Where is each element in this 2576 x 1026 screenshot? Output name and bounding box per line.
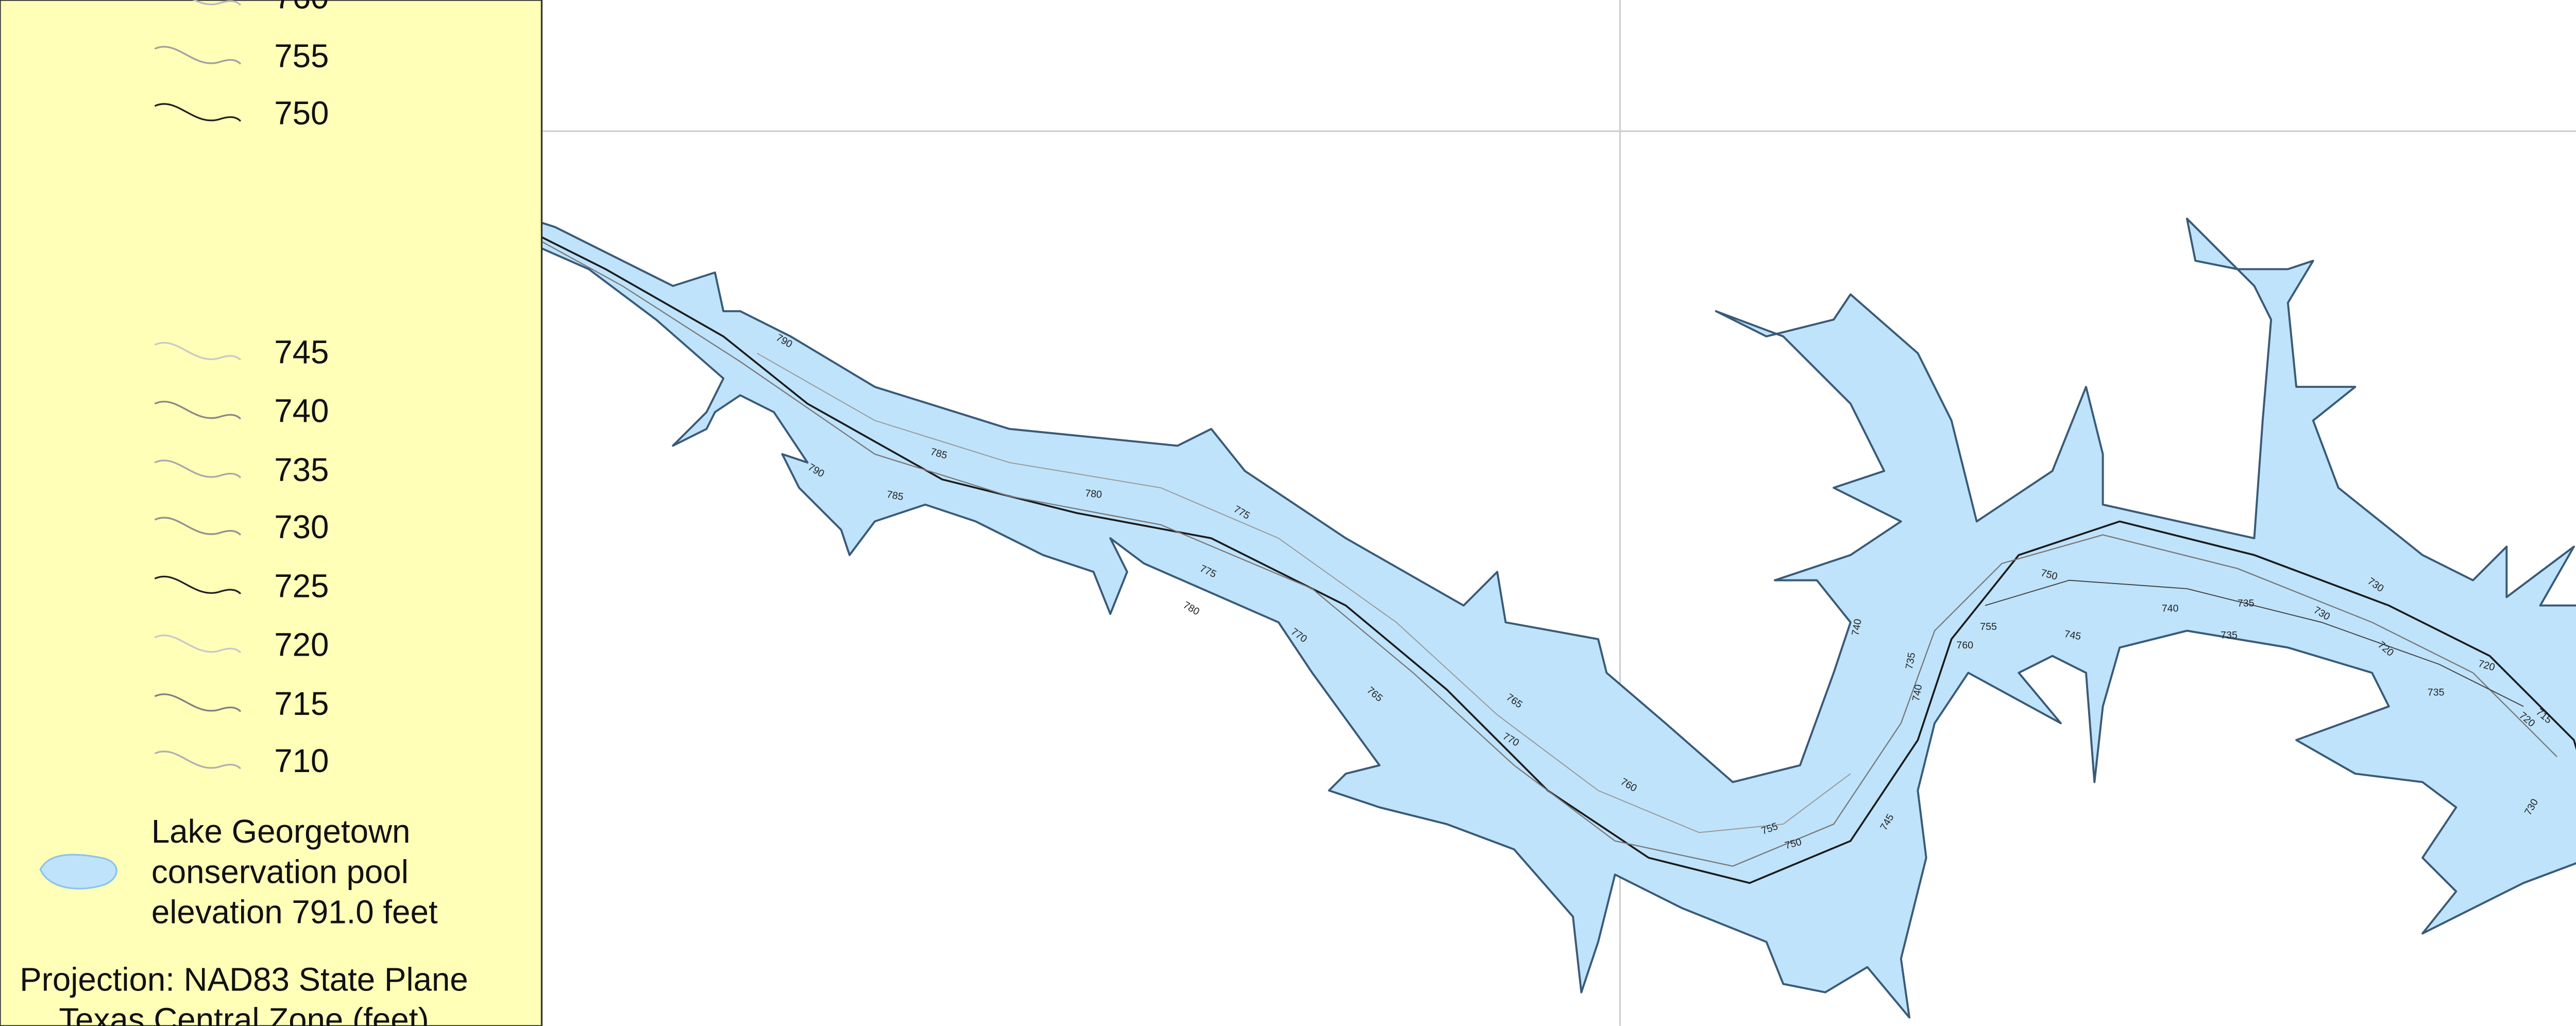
legend-contour-symbol (154, 46, 242, 65)
legend-contour-symbol (154, 693, 242, 712)
legend-contour-symbol (154, 103, 242, 122)
projection-text: Projection: NAD83 State Plane (20, 961, 468, 998)
legend-contour-label: 755 (274, 38, 329, 75)
projection-text: Texas Central Zone (feet) (59, 1002, 429, 1026)
lake (12, 15, 2576, 1019)
contour-label: 785 (886, 489, 904, 503)
legend-contour-symbol (154, 459, 242, 478)
legend-contour-symbol (154, 634, 242, 654)
lake-legend-text: Lake Georgetown (151, 813, 411, 850)
legend-contour-symbol (154, 517, 242, 536)
legend-contour-label: 730 (274, 509, 329, 545)
legend-contour-label: 745 (274, 334, 329, 370)
legend-contour-label: 735 (274, 452, 329, 488)
contour-label: 740 (1910, 683, 1924, 702)
contour-label: 740 (2162, 603, 2179, 614)
contour-label: 735 (2238, 597, 2255, 609)
contour-label: 760 (1957, 640, 1974, 651)
legend-contour-label: 725 (274, 568, 329, 604)
contour-line (353, 230, 2558, 867)
contour-label: 755 (1980, 621, 1997, 632)
contour-line (1985, 579, 2524, 707)
contour-label: 735 (2221, 630, 2238, 641)
lake-legend-text: elevation 791.0 feet (151, 894, 438, 931)
contour-label: 745 (2063, 628, 2082, 642)
legend-contour-label: 740 (274, 393, 329, 430)
lake-legend-symbol (39, 853, 117, 890)
legend-contour-label: 715 (274, 686, 329, 722)
legend-contour-symbol (154, 750, 242, 770)
legend-contour-symbol (192, 0, 242, 6)
channel-contour (336, 217, 2576, 884)
legend-contour-label: 710 (274, 743, 329, 779)
contour-line (756, 352, 1851, 833)
legend-contour-symbol (154, 401, 242, 420)
lake-legend-text: conservation pool (151, 853, 409, 890)
contour-label: 735 (1904, 652, 1918, 670)
legend-panel (0, 0, 543, 1026)
contour-label: 735 (2428, 687, 2445, 698)
legend-contour-label: 760 (274, 0, 329, 15)
legend-contour-label: 750 (274, 95, 329, 132)
contour-label: 780 (1084, 488, 1103, 501)
legend-contour-label: 720 (274, 627, 329, 663)
legend-contour-symbol (154, 341, 242, 361)
contour-label: 740 (1850, 618, 1863, 637)
legend-contour-symbol (154, 575, 242, 594)
